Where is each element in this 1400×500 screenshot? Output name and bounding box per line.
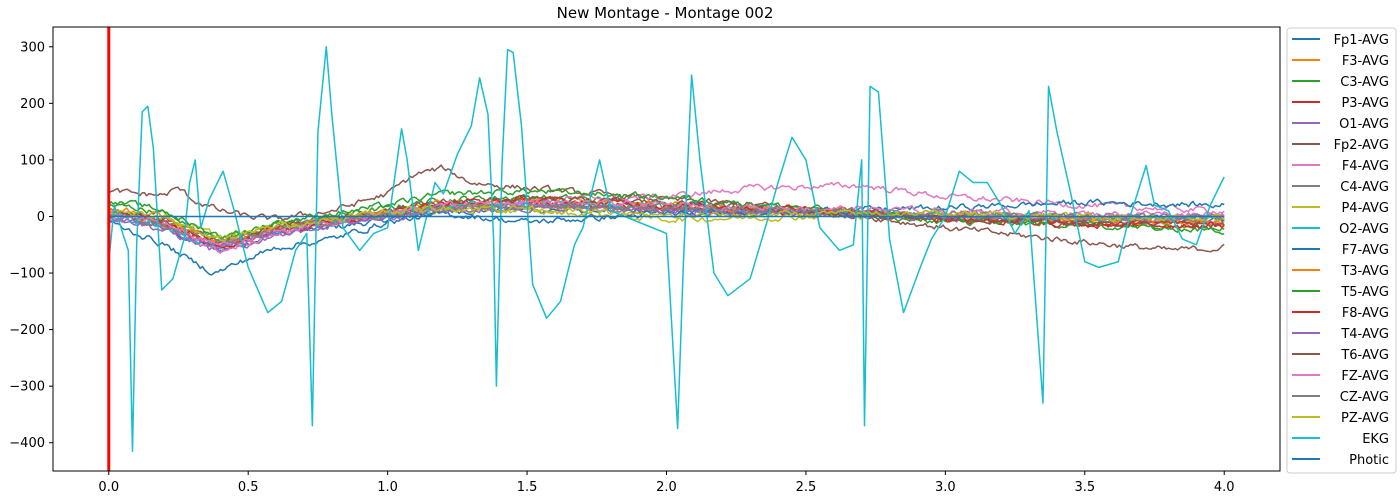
legend-label: Fp2-AVG [1334, 138, 1389, 153]
legend: Fp1-AVG F3-AVG C3-AVG P3-AVG O1-AVG Fp2-AVG F4… [1286, 27, 1397, 474]
y-tick-label: 100 [20, 153, 45, 168]
x-tick-label: 0.5 [238, 480, 259, 495]
legend-label: T3-AVG [1340, 264, 1389, 279]
y-tick-label: 300 [20, 40, 45, 55]
legend-frame [1286, 27, 1397, 474]
y-tick-label: 200 [20, 97, 45, 112]
legend-label: PZ-AVG [1341, 411, 1389, 426]
x-tick-label: 1.0 [377, 480, 398, 495]
series-layer [107, 27, 1225, 471]
legend-label: FZ-AVG [1341, 369, 1389, 384]
x-tick-label: 3.0 [935, 480, 956, 495]
legend-label: C3-AVG [1340, 75, 1389, 90]
x-tick-label: 4.0 [1214, 480, 1235, 495]
x-tick-label: 2.0 [656, 480, 677, 495]
series-line-fz-avg [108, 198, 1225, 246]
x-tick-label: 2.5 [796, 480, 817, 495]
x-tick-label: 3.5 [1074, 480, 1095, 495]
series-line-t5-avg [108, 188, 1225, 239]
chart-title: New Montage - Montage 002 [557, 4, 774, 22]
y-tick-label: 0 [37, 210, 45, 225]
legend-label: EKG [1362, 432, 1389, 447]
legend-label: C4-AVG [1340, 180, 1389, 195]
legend-label: Photic [1349, 453, 1389, 468]
series-line-ekg [108, 46, 1225, 452]
legend-label: F3-AVG [1342, 54, 1389, 69]
x-tick-label: 1.5 [517, 480, 538, 495]
y-tick-label: −100 [9, 267, 45, 282]
legend-label: CZ-AVG [1340, 390, 1389, 405]
legend-label: O2-AVG [1339, 222, 1389, 237]
y-tick-label: −300 [9, 380, 45, 395]
series-line-pz-avg [108, 204, 1225, 242]
legend-label: F4-AVG [1342, 159, 1389, 174]
y-tick-label: −200 [9, 323, 45, 338]
axes-layer: 0.0 0.5 1.0 1.5 2.0 2.5 3.0 3.5 4.0 300 200 100 0 −10… [9, 40, 1234, 495]
legend-label: O1-AVG [1339, 117, 1389, 132]
y-tick-label: −400 [9, 436, 45, 451]
legend-label: Fp1-AVG [1334, 33, 1389, 48]
x-tick-label: 0.0 [98, 480, 119, 495]
legend-label: P3-AVG [1341, 96, 1389, 111]
series-line-f7-avg [108, 198, 1225, 276]
legend-label: F8-AVG [1342, 306, 1389, 321]
legend-label: T6-AVG [1340, 348, 1389, 363]
legend-label: T5-AVG [1340, 285, 1389, 300]
legend-label: P4-AVG [1341, 201, 1389, 216]
legend-label: F7-AVG [1342, 243, 1389, 258]
legend-label: T4-AVG [1340, 327, 1389, 342]
series-lines [108, 46, 1225, 452]
